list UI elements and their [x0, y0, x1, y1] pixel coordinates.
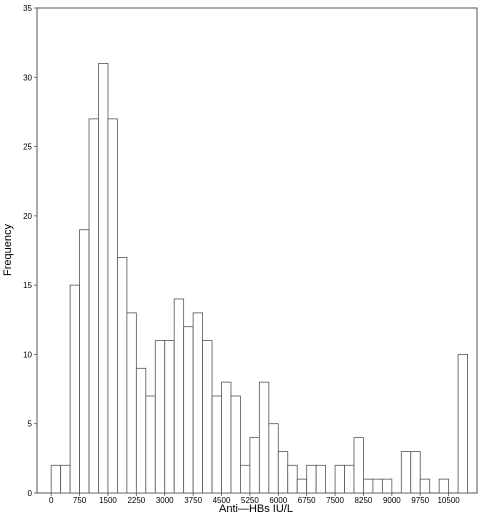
histogram-bar	[353, 437, 364, 494]
x-tick-label: 4500	[213, 496, 231, 505]
histogram-bar	[69, 284, 80, 494]
y-tick-label: 30	[23, 73, 32, 82]
x-tick-label: 1500	[99, 496, 117, 505]
x-axis-ticks: 0 750 1500 2250 3000 3750 4500 5250 6000 6750 7500…	[49, 493, 460, 505]
histogram-bar	[60, 464, 71, 494]
histogram-bar	[117, 257, 128, 494]
x-tick-label: 6000	[269, 496, 287, 505]
x-tick-label: 9750	[411, 496, 429, 505]
histogram-bar	[438, 478, 450, 494]
y-axis-ticks: 0 5 10 15 20 25 30 35	[23, 4, 37, 498]
x-tick-label: 6750	[298, 496, 316, 505]
histogram-bar	[258, 381, 270, 494]
histogram-bar	[306, 464, 317, 494]
x-tick-label: 8250	[355, 496, 373, 505]
y-tick-label: 15	[23, 281, 32, 290]
histogram-bar	[79, 229, 90, 494]
histogram-bar	[88, 118, 99, 494]
histogram-bar	[202, 340, 213, 494]
histogram-bar	[240, 464, 251, 494]
histogram-bar	[315, 464, 327, 494]
histogram-bar	[164, 340, 175, 494]
x-tick-label: 750	[73, 496, 87, 505]
histogram-bar	[363, 478, 374, 494]
histogram-bar	[98, 63, 109, 494]
histogram-bar	[419, 478, 431, 494]
y-tick-label: 5	[28, 420, 33, 429]
x-tick-label: 2250	[127, 496, 145, 505]
histogram-bar	[410, 451, 421, 494]
y-tick-label: 35	[23, 4, 32, 13]
x-tick-label: 9000	[383, 496, 401, 505]
histogram-bar	[296, 478, 308, 494]
histogram-bar	[400, 451, 412, 494]
histogram-bar	[107, 118, 118, 494]
histogram-bar	[50, 464, 62, 494]
histogram-bars	[50, 63, 468, 494]
x-tick-label: 0	[49, 496, 54, 505]
x-tick-label: 10500	[437, 496, 460, 505]
x-tick-label: 7500	[326, 496, 344, 505]
x-tick-label: 3750	[184, 496, 202, 505]
histogram-bar	[249, 437, 260, 494]
x-tick-label: 5250	[241, 496, 259, 505]
histogram-bar	[173, 298, 185, 494]
histogram-bar	[277, 451, 289, 494]
y-axis-title: Frequency	[2, 224, 14, 276]
histogram-bar	[154, 340, 166, 494]
histogram-bar	[381, 478, 393, 494]
histogram-bar	[268, 423, 279, 494]
x-axis-title: Anti—HBs IU/L	[219, 503, 293, 515]
histogram-bar	[287, 464, 298, 494]
histogram-bar	[334, 464, 345, 494]
histogram-bar	[145, 395, 156, 494]
histogram-bar	[372, 478, 383, 494]
y-tick-label: 20	[23, 212, 32, 221]
histogram-bar	[135, 367, 147, 494]
histogram-bar	[211, 395, 222, 494]
histogram-bar	[230, 395, 241, 494]
histogram-bar	[344, 464, 355, 494]
histogram-bar	[457, 354, 468, 494]
x-tick-label: 3000	[156, 496, 174, 505]
y-tick-label: 25	[23, 143, 32, 152]
histogram-bar	[221, 381, 232, 494]
y-tick-label: 0	[28, 489, 33, 498]
histogram-bar	[126, 312, 137, 494]
y-tick-label: 10	[23, 350, 32, 359]
histogram-bar	[183, 326, 194, 494]
histogram-bar	[192, 312, 203, 494]
